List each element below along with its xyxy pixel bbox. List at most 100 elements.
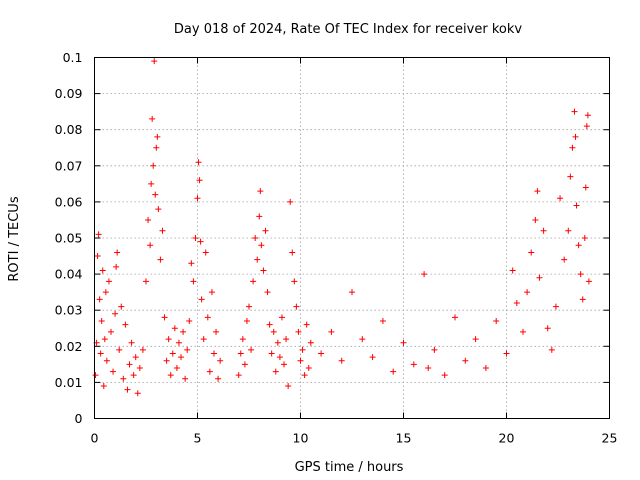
data-point <box>285 383 292 390</box>
data-point <box>186 318 193 325</box>
data-point <box>100 383 107 390</box>
data-point <box>105 278 112 285</box>
data-point <box>103 357 110 364</box>
data-point <box>338 357 345 364</box>
x-tick-label: 15 <box>396 431 412 446</box>
data-point <box>295 328 302 335</box>
y-tick-label: 0 <box>75 411 83 426</box>
data-point <box>289 249 296 256</box>
data-point <box>528 249 535 256</box>
data-point <box>175 339 182 346</box>
data-point <box>441 372 448 379</box>
data-point <box>182 375 189 382</box>
data-point <box>113 263 120 270</box>
data-point <box>206 368 213 375</box>
data-point <box>246 303 252 310</box>
data-point <box>99 267 106 274</box>
data-point <box>188 260 195 267</box>
data-point <box>581 235 588 241</box>
data-point <box>213 328 220 335</box>
data-point <box>305 364 312 371</box>
axis-ticks <box>94 57 610 419</box>
data-point <box>579 296 586 303</box>
data-point <box>184 346 191 353</box>
data-point <box>577 271 584 278</box>
data-point <box>195 159 202 166</box>
x-tick-label: 0 <box>91 431 99 446</box>
data-point <box>128 339 135 346</box>
data-point <box>519 328 526 335</box>
data-point <box>431 346 438 353</box>
data-point <box>178 354 185 361</box>
data-point <box>400 339 407 346</box>
data-point <box>92 372 99 379</box>
data-point <box>278 314 285 321</box>
data-point <box>163 357 170 364</box>
data-point <box>283 336 290 343</box>
data-point <box>281 361 288 368</box>
data-point <box>132 354 139 361</box>
data-point <box>165 336 172 343</box>
data-point <box>192 235 199 241</box>
data-point <box>204 314 211 321</box>
x-tick-label: 25 <box>602 431 618 446</box>
data-point <box>151 58 158 65</box>
data-point <box>208 289 215 296</box>
data-point <box>571 108 578 115</box>
data-point <box>482 364 489 371</box>
data-point <box>307 339 314 346</box>
data-point <box>159 227 166 234</box>
data-point <box>569 144 576 151</box>
data-point <box>155 206 162 213</box>
y-tick-label: 0.02 <box>55 339 83 354</box>
data-point <box>102 289 109 296</box>
data-point <box>509 267 516 274</box>
data-point <box>149 115 156 122</box>
data-point <box>328 328 335 335</box>
data-point <box>472 336 479 343</box>
data-point <box>116 346 123 353</box>
data-point <box>257 188 264 195</box>
data-point <box>264 289 271 296</box>
data-point <box>534 188 541 195</box>
data-point <box>167 372 174 379</box>
data-point <box>582 184 589 191</box>
y-tick-label: 0.06 <box>55 194 83 209</box>
y-tick-label: 0.07 <box>55 158 83 173</box>
x-tick-labels: 0 5 10 15 20 25 <box>91 431 618 446</box>
data-point <box>112 310 119 317</box>
data-point <box>254 256 261 263</box>
data-point <box>147 242 154 249</box>
data-point <box>297 357 304 364</box>
data-point <box>215 375 222 382</box>
y-tick-label: 0.03 <box>55 303 83 318</box>
data-point <box>260 267 267 274</box>
data-points <box>92 58 592 397</box>
data-point <box>96 296 103 303</box>
data-point <box>524 289 531 296</box>
data-point <box>120 375 127 382</box>
data-point <box>241 361 248 368</box>
data-point <box>585 278 592 285</box>
data-point <box>250 278 257 285</box>
data-point <box>503 350 510 357</box>
data-point <box>291 278 298 285</box>
data-point <box>157 256 164 263</box>
data-point <box>118 303 125 310</box>
data-point <box>98 318 105 325</box>
data-point <box>235 372 242 379</box>
grid <box>94 57 610 419</box>
data-point <box>190 278 197 285</box>
data-point <box>270 328 277 335</box>
y-tick-label: 0.09 <box>55 86 83 101</box>
data-point <box>136 364 143 371</box>
data-point <box>110 368 117 375</box>
data-point <box>299 346 306 353</box>
data-point <box>134 390 141 397</box>
data-point <box>202 249 209 256</box>
data-point <box>180 328 187 335</box>
data-point <box>262 227 269 234</box>
data-point <box>544 325 551 332</box>
data-point <box>390 368 397 375</box>
data-point <box>561 256 568 263</box>
